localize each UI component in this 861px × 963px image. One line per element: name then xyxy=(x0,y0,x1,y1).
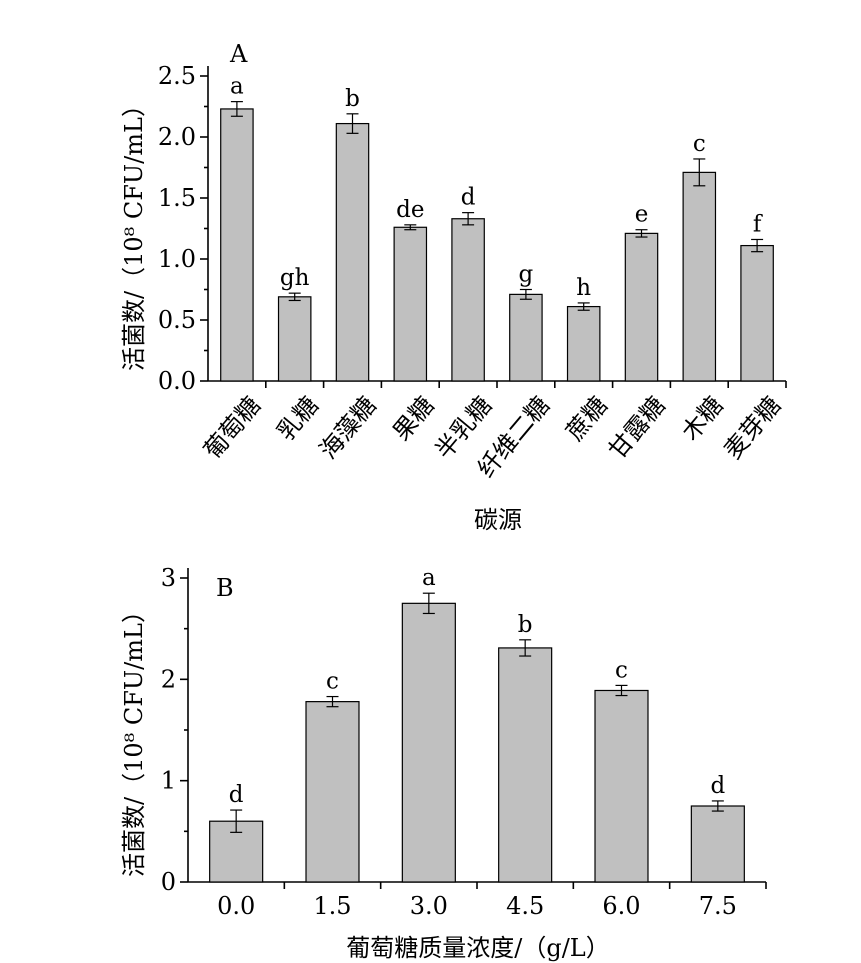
panel-a-significance-label: h xyxy=(576,275,591,301)
panel-a-bar xyxy=(682,171,717,382)
panel-b-significance-label: c xyxy=(615,657,628,683)
panel-b-category-label: 4.5 xyxy=(506,892,544,920)
panel-b-significance-label: a xyxy=(422,565,436,591)
panel-b-category-label: 3.0 xyxy=(410,892,448,920)
panel-a-category-label: 乳糖 xyxy=(272,391,324,446)
panel-a-category-label: 果糖 xyxy=(387,391,439,446)
panel-a-bar xyxy=(740,244,774,382)
panel-a-significance-label: gh xyxy=(280,265,310,291)
panel-a-ylabel: 活菌数/（10⁸ CFU/mL） xyxy=(120,93,148,371)
panel-a-bar xyxy=(220,108,254,382)
panel-a-bar xyxy=(566,305,601,382)
panel-a-label: A xyxy=(229,40,248,68)
panel-a-y-tick-label: 1.5 xyxy=(158,184,196,212)
panel-b: B 活菌数/（10⁸ CFU/mL） 葡萄糖质量浓度/（g/L） 0 1 2 3 d 0.… xyxy=(120,564,767,962)
panel-a-significance-label: b xyxy=(345,86,360,112)
panel-a-significance-label: g xyxy=(519,262,534,288)
panel-b-significance-label: b xyxy=(518,612,533,638)
panel-a-category-label: 木糖 xyxy=(676,391,728,446)
panel-b-bar xyxy=(401,602,456,883)
panel-b-label: B xyxy=(216,574,234,602)
panel-b-bar xyxy=(690,805,745,883)
panel-b-category-label: 1.5 xyxy=(313,892,351,920)
panel-a-bar xyxy=(335,122,370,382)
panel-a-significance-label: c xyxy=(693,131,706,157)
panel-a-significance-label: de xyxy=(396,197,424,223)
panel-a-xlabel: 碳源 xyxy=(474,506,522,534)
panel-a-bar xyxy=(509,293,543,382)
panel-b-bar xyxy=(305,701,360,883)
panel-a-category-label: 蔗糖 xyxy=(561,391,613,446)
panel-a-category-label: 甘露糖 xyxy=(603,391,671,464)
panel-a-y-tick-label: 2.5 xyxy=(158,62,196,90)
panel-b-y-tick-label: 0 xyxy=(161,868,176,896)
panel-a-bar xyxy=(277,296,312,382)
panel-b-y-tick-label: 1 xyxy=(161,767,176,795)
panel-b-category-label: 6.0 xyxy=(602,892,640,920)
panel-b-y-tick-label: 3 xyxy=(161,564,176,592)
panel-a-bar xyxy=(624,232,659,382)
panel-b-significance-label: d xyxy=(710,773,725,799)
panel-b-category-label: 7.5 xyxy=(699,892,737,920)
panel-a-significance-label: d xyxy=(461,185,476,211)
panel-b-bar xyxy=(594,689,649,883)
panel-a-y-tick-label: 2.0 xyxy=(158,123,196,151)
panel-a-bar xyxy=(451,218,485,382)
panel-b-bar xyxy=(498,647,553,883)
panel-a-significance-label: a xyxy=(230,74,244,100)
panel-b-significance-label: c xyxy=(326,669,339,695)
panel-b-ylabel: 活菌数/（10⁸ CFU/mL） xyxy=(120,599,148,877)
panel-b-significance-label: d xyxy=(229,782,244,808)
panel-a-category-label: 麦芽糖 xyxy=(719,391,787,464)
panel-a-significance-label: f xyxy=(753,211,763,237)
panel-b-category-label: 0.0 xyxy=(217,892,255,920)
panel-a-category-label: 海藻糖 xyxy=(314,391,382,464)
panel-a: A 活菌数/（10⁸ CFU/mL） 碳源 0.0 0.5 1.0 1.5 2.0 2.5… xyxy=(120,40,787,534)
panel-a-bar xyxy=(393,226,428,382)
panel-b-xlabel: 葡萄糖质量浓度/（g/L） xyxy=(346,934,609,962)
panel-a-category-label: 葡萄糖 xyxy=(198,391,266,464)
panel-b-y-tick-label: 2 xyxy=(161,665,176,693)
panel-a-y-tick-label: 1.0 xyxy=(158,245,196,273)
panel-a-significance-label: e xyxy=(635,202,649,228)
panel-a-y-tick-label: 0.5 xyxy=(158,306,196,334)
panel-a-y-tick-label: 0.0 xyxy=(158,367,196,395)
